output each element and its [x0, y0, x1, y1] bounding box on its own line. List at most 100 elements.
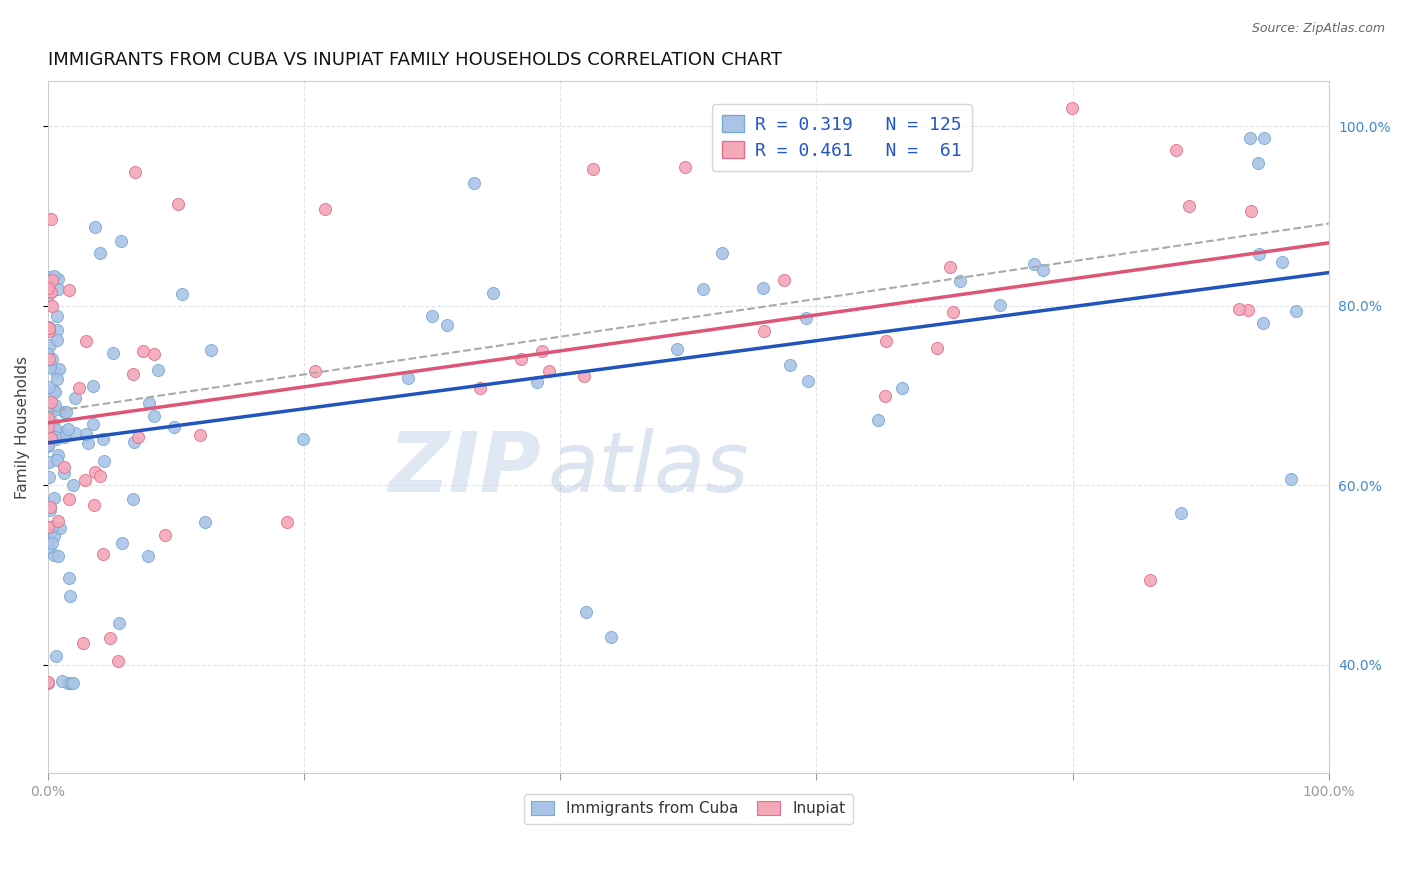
Point — [37, 414, 59, 428]
Point — [1239, 130, 1261, 145]
Point — [37, 540, 59, 554]
Point — [59, 676, 82, 690]
Point — [1240, 204, 1263, 219]
Point — [1281, 473, 1303, 487]
Point — [1271, 255, 1294, 269]
Point — [891, 381, 914, 395]
Point — [46, 282, 69, 296]
Point — [1164, 143, 1187, 157]
Point — [38, 455, 60, 469]
Point — [1227, 302, 1250, 317]
Point — [58, 571, 80, 585]
Point — [796, 374, 818, 388]
Point — [39, 360, 62, 375]
Text: atlas: atlas — [547, 428, 749, 509]
Point — [42, 268, 65, 283]
Point — [38, 379, 60, 393]
Point — [82, 379, 104, 393]
Point — [143, 347, 166, 361]
Point — [188, 428, 211, 442]
Point — [122, 492, 145, 507]
Point — [37, 676, 59, 690]
Point — [98, 631, 121, 645]
Point — [167, 197, 190, 211]
Point — [692, 282, 714, 296]
Point — [1139, 573, 1161, 587]
Point — [53, 404, 76, 418]
Point — [1253, 131, 1275, 145]
Point — [665, 342, 688, 356]
Point — [38, 503, 60, 517]
Point — [45, 365, 67, 379]
Point — [772, 273, 794, 287]
Point — [103, 346, 125, 360]
Point — [77, 435, 100, 450]
Point — [153, 527, 176, 541]
Point — [37, 675, 59, 690]
Point — [83, 499, 105, 513]
Point — [304, 364, 326, 378]
Point — [45, 309, 67, 323]
Point — [200, 343, 222, 358]
Point — [37, 269, 59, 284]
Point — [37, 439, 59, 453]
Point — [49, 521, 72, 535]
Point — [138, 549, 160, 564]
Point — [38, 351, 60, 366]
Y-axis label: Family Households: Family Households — [15, 356, 30, 499]
Point — [37, 419, 59, 434]
Point — [422, 309, 444, 323]
Point — [481, 286, 503, 301]
Point — [163, 420, 186, 434]
Point — [37, 347, 59, 361]
Point — [46, 453, 69, 467]
Point — [1032, 263, 1054, 277]
Point — [1237, 302, 1260, 317]
Legend: Immigrants from Cuba, Inupiat: Immigrants from Cuba, Inupiat — [523, 794, 853, 824]
Point — [45, 432, 67, 446]
Point — [779, 358, 801, 372]
Point — [39, 211, 62, 226]
Point — [56, 421, 79, 435]
Point — [62, 676, 84, 690]
Point — [875, 334, 897, 348]
Point — [37, 437, 59, 451]
Point — [45, 323, 67, 337]
Point — [276, 515, 298, 529]
Point — [1247, 246, 1270, 260]
Point — [121, 368, 143, 382]
Point — [38, 470, 60, 484]
Point — [41, 524, 63, 538]
Point — [39, 431, 62, 445]
Point — [37, 535, 59, 549]
Point — [84, 465, 107, 479]
Point — [46, 272, 69, 286]
Point — [38, 387, 60, 401]
Point — [44, 430, 66, 444]
Point — [42, 384, 65, 398]
Point — [45, 372, 67, 386]
Point — [44, 385, 66, 400]
Point — [58, 283, 80, 297]
Point — [942, 305, 965, 319]
Point — [93, 454, 115, 468]
Point — [1251, 316, 1274, 330]
Point — [82, 417, 104, 431]
Point — [37, 676, 59, 690]
Point — [42, 529, 65, 543]
Point — [53, 460, 76, 475]
Point — [42, 519, 65, 533]
Point — [1285, 303, 1308, 318]
Point — [72, 636, 94, 650]
Point — [138, 396, 160, 410]
Point — [37, 427, 59, 442]
Point — [39, 285, 62, 300]
Point — [38, 325, 60, 339]
Point — [52, 430, 75, 444]
Point — [1247, 155, 1270, 169]
Point — [599, 630, 621, 644]
Point — [108, 615, 131, 630]
Point — [124, 165, 146, 179]
Point — [62, 478, 84, 492]
Point — [55, 404, 77, 418]
